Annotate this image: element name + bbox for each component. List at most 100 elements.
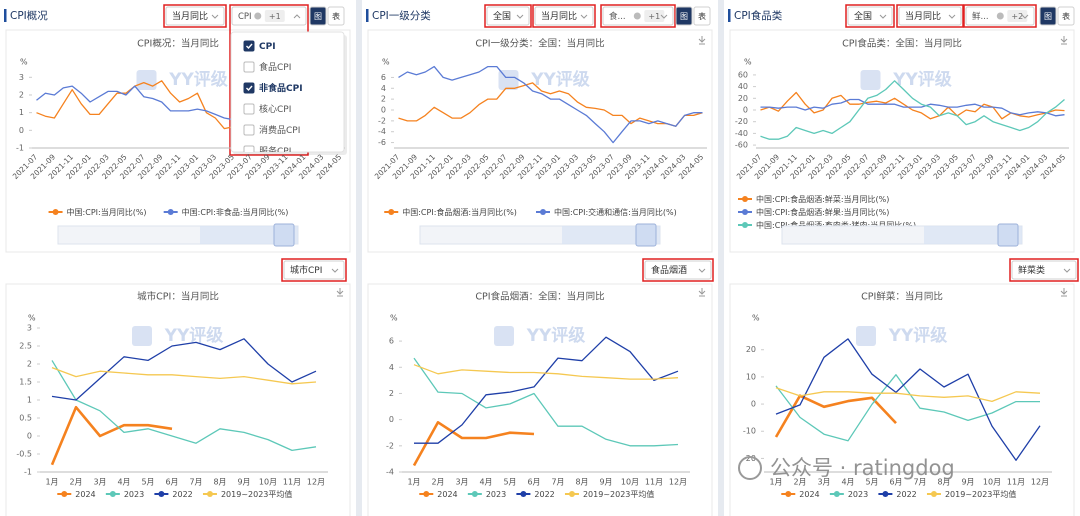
x-tick-label: 7月 xyxy=(189,478,202,487)
y-tick-label: 2.5 xyxy=(19,342,32,351)
select[interactable] xyxy=(534,6,594,26)
tag-remove[interactable] xyxy=(996,12,1004,20)
header-bar xyxy=(4,9,7,22)
zoom-handle xyxy=(273,223,295,247)
x-tick-label: 5月 xyxy=(503,478,516,487)
checkbox[interactable] xyxy=(243,124,255,136)
legend-marker xyxy=(785,491,792,497)
y-tick-label: -20 xyxy=(743,454,756,463)
series-line xyxy=(760,80,1065,140)
x-tick-label: 2月 xyxy=(793,478,806,487)
y-tick-label: 0 xyxy=(389,415,394,424)
view-button[interactable] xyxy=(675,6,693,26)
legend-marker xyxy=(109,491,116,497)
chevron xyxy=(879,14,887,19)
y-tick-label: 1.5 xyxy=(19,378,32,387)
chevron xyxy=(293,14,301,19)
select-value: 城市CPI xyxy=(290,264,322,276)
x-tick-label: 5月 xyxy=(141,478,154,487)
y-tick-label: 2 xyxy=(19,90,24,99)
view-button-label: 图 xyxy=(1044,12,1052,21)
checkbox[interactable] xyxy=(243,145,255,156)
view-button-label: 表 xyxy=(698,11,706,21)
select-value: 当月同比 xyxy=(541,10,577,22)
chevron xyxy=(1063,268,1071,273)
select[interactable] xyxy=(644,260,712,280)
y-tick-label: 4 xyxy=(381,84,386,93)
dropdown-item[interactable]: 消费品CPI xyxy=(259,124,300,136)
x-tick-label: 8月 xyxy=(937,478,950,487)
legend-marker xyxy=(520,491,527,497)
select[interactable] xyxy=(898,6,962,26)
view-button[interactable] xyxy=(693,6,711,26)
y-tick-label: 20 xyxy=(738,94,748,103)
legend-label: 2019~2023平均值 xyxy=(583,489,654,499)
legend-label: 2022 xyxy=(896,490,916,499)
y-tick-label: 0 xyxy=(19,126,24,135)
highlight-box xyxy=(845,4,895,28)
legend-label: 中国:CPI:交通和通信:当月同比(%) xyxy=(554,207,677,217)
dropdown-item[interactable]: 食品CPI xyxy=(259,61,291,73)
checkbox[interactable] xyxy=(243,61,255,73)
y-tick-label: -4 xyxy=(386,468,394,477)
x-tick-label: 10月 xyxy=(621,478,639,487)
y-tick-label: 3 xyxy=(19,73,24,82)
legend-label: 2023 xyxy=(486,490,506,499)
watermark-logo xyxy=(136,70,157,90)
x-tick-label: 11月 xyxy=(1007,478,1025,487)
legend-marker xyxy=(540,209,546,215)
legend-label: 2019~2023平均值 xyxy=(221,489,292,499)
x-tick-label: 4月 xyxy=(841,478,854,487)
watermark: YY评级 xyxy=(526,325,586,346)
select-value: 全国 xyxy=(493,10,511,22)
select[interactable] xyxy=(847,6,893,26)
tag-remove[interactable] xyxy=(633,12,641,20)
x-tick-label: 8月 xyxy=(213,478,226,487)
select[interactable] xyxy=(283,260,345,280)
dropdown-item[interactable]: CPI xyxy=(259,42,276,52)
watermark-logo xyxy=(132,326,152,346)
legend-marker xyxy=(52,209,59,215)
select[interactable] xyxy=(1011,260,1077,280)
x-tick-label: 8月 xyxy=(575,478,588,487)
highlight-box xyxy=(963,4,1037,28)
view-button[interactable] xyxy=(1057,6,1075,26)
zoom-handle xyxy=(635,223,657,247)
series-line xyxy=(51,360,317,452)
view-button[interactable] xyxy=(1039,6,1057,26)
panel-title: CPI食品类 xyxy=(734,9,783,22)
series-line xyxy=(51,338,317,401)
highlight-box xyxy=(484,4,532,28)
highlight-box xyxy=(600,4,676,28)
checkbox[interactable] xyxy=(243,40,255,52)
checkbox[interactable] xyxy=(243,82,255,94)
y-axis-unit: % xyxy=(20,58,28,67)
y-tick-label: -0.5 xyxy=(16,450,32,459)
highlight-box xyxy=(1009,258,1079,282)
checkbox[interactable] xyxy=(243,103,255,115)
select-value: 全国 xyxy=(854,10,872,22)
dropdown-item[interactable]: 核心CPI xyxy=(259,103,291,115)
dropdown-menu xyxy=(230,31,345,153)
x-tick-label: 9月 xyxy=(237,478,250,487)
x-tick-label: 7月 xyxy=(913,478,926,487)
legend-marker xyxy=(388,209,395,215)
x-tick-label: 2月 xyxy=(431,478,444,487)
watermark: YY评级 xyxy=(530,69,590,90)
select[interactable] xyxy=(165,6,225,26)
tag-remove[interactable] xyxy=(254,12,262,20)
select-value: 当月同比 xyxy=(172,10,208,22)
select-value: 当月同比 xyxy=(905,10,941,22)
dropdown-item[interactable]: 服务CPI xyxy=(259,145,291,157)
view-button[interactable] xyxy=(327,6,345,26)
chart-title: 城市CPI：当月同比 xyxy=(137,291,219,303)
x-tick-label: 4月 xyxy=(479,478,492,487)
select[interactable] xyxy=(486,6,530,26)
highlight-box xyxy=(642,258,714,282)
legend-marker xyxy=(742,222,748,228)
series-line xyxy=(413,357,679,447)
view-button[interactable] xyxy=(309,6,327,26)
legend-marker xyxy=(61,491,68,497)
dropdown-item[interactable]: 非食品CPI xyxy=(259,82,303,94)
